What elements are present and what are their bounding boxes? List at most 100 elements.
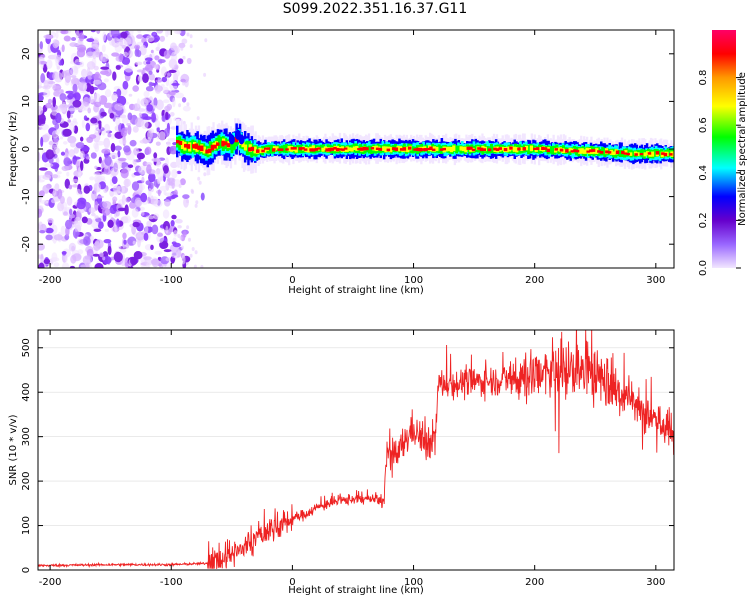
noise-blob [151, 112, 157, 123]
noise-blob [136, 34, 144, 39]
ridge-cell [180, 140, 185, 149]
noise-blob [115, 116, 121, 126]
noise-blob [93, 228, 102, 232]
noise-blob [69, 42, 78, 47]
noise-blob [94, 215, 99, 219]
noise-blob [203, 172, 207, 177]
noise-blob [86, 38, 95, 43]
noise-blob [60, 30, 69, 35]
noise-blob [165, 257, 172, 262]
noise-blob [89, 176, 95, 181]
noise-blob [162, 99, 170, 104]
noise-blob [103, 78, 109, 83]
noise-blob [93, 65, 99, 71]
colorbar-gradient [712, 30, 736, 268]
ridge-cell [411, 146, 415, 154]
noise-blob [123, 239, 127, 245]
noise-blob [129, 139, 137, 147]
noise-blob [114, 103, 124, 111]
noise-blob [47, 218, 54, 224]
x-tick-label: -200 [39, 275, 62, 286]
snr-series-line [38, 330, 674, 570]
noise-blob [133, 251, 143, 260]
frequency-ridge [176, 118, 674, 201]
noise-blob [161, 76, 168, 83]
noise-blob [145, 86, 154, 92]
noise-blob [178, 58, 184, 65]
ridge-cell [217, 135, 221, 150]
noise-blob [69, 213, 75, 219]
noise-blob [53, 186, 56, 197]
noise-blob [113, 251, 123, 263]
ridge-cell [301, 147, 305, 150]
spectrogram-y-ticks: -20 -10 0 10 20 [21, 47, 674, 252]
noise-blob [186, 57, 192, 65]
noise-blob [110, 167, 119, 177]
noise-blob [73, 147, 80, 154]
ridge-cell [431, 148, 436, 151]
x-tick-label: -100 [160, 577, 183, 588]
noise-blob [141, 176, 145, 184]
ridge-cell [192, 144, 196, 149]
noise-blob [123, 178, 131, 187]
noise-blob [135, 61, 143, 66]
ridge-cell [248, 147, 252, 152]
noise-blob [91, 212, 96, 217]
noise-blob [177, 225, 182, 229]
noise-blob [103, 239, 112, 244]
ridge-cell [226, 143, 231, 148]
noise-blob [155, 99, 164, 111]
noise-blob [131, 181, 140, 191]
noise-blob [119, 114, 127, 119]
noise-blob [71, 179, 79, 183]
ridge-cell [487, 148, 492, 152]
ridge-cell [615, 150, 620, 154]
noise-blob [151, 224, 159, 235]
noise-blob [174, 30, 182, 35]
noise-blob [63, 141, 68, 145]
noise-blob [38, 61, 41, 66]
noise-blob [173, 230, 178, 237]
noise-blob [144, 64, 153, 72]
noise-blob [117, 157, 127, 162]
ridge-cell [333, 146, 337, 150]
noise-blob [165, 111, 169, 120]
ridge-cell [653, 149, 657, 157]
noise-blob [123, 215, 131, 224]
noise-blob [131, 208, 139, 218]
noise-blob [141, 211, 145, 216]
ridge-cell [205, 149, 209, 154]
colorbar-ticks: 0.0 0.2 0.4 0.6 0.8 [698, 70, 741, 276]
noise-blob [61, 262, 70, 268]
noise-blob [110, 133, 116, 139]
noise-blob [179, 236, 183, 241]
y-tick-label: 500 [21, 338, 32, 357]
noise-blob [93, 93, 101, 103]
noise-blob [52, 39, 59, 49]
ridge-cell [452, 145, 456, 152]
noise-blob [111, 176, 118, 185]
noise-blob [159, 240, 169, 249]
noise-blob [40, 136, 44, 147]
ridge-cell [599, 151, 604, 154]
noise-blob [55, 112, 62, 124]
noise-blob [120, 31, 128, 39]
noise-blob [150, 49, 154, 54]
noise-blob [162, 165, 169, 174]
noise-blob [153, 213, 160, 220]
noise-blob [132, 221, 140, 228]
noise-blob [101, 207, 111, 216]
noise-blob [51, 174, 61, 179]
ridge-cell [605, 150, 609, 154]
noise-blob [100, 70, 109, 75]
noise-blob [153, 152, 158, 159]
noise-blob [88, 207, 96, 214]
noise-blob [140, 98, 149, 107]
noise-blob [63, 35, 71, 42]
noise-blob [150, 196, 159, 206]
noise-blob [70, 254, 77, 264]
noise-blob [140, 119, 149, 130]
ridge-cell [527, 144, 531, 155]
ridge-cell [245, 140, 249, 156]
ridge-cell [210, 144, 215, 151]
